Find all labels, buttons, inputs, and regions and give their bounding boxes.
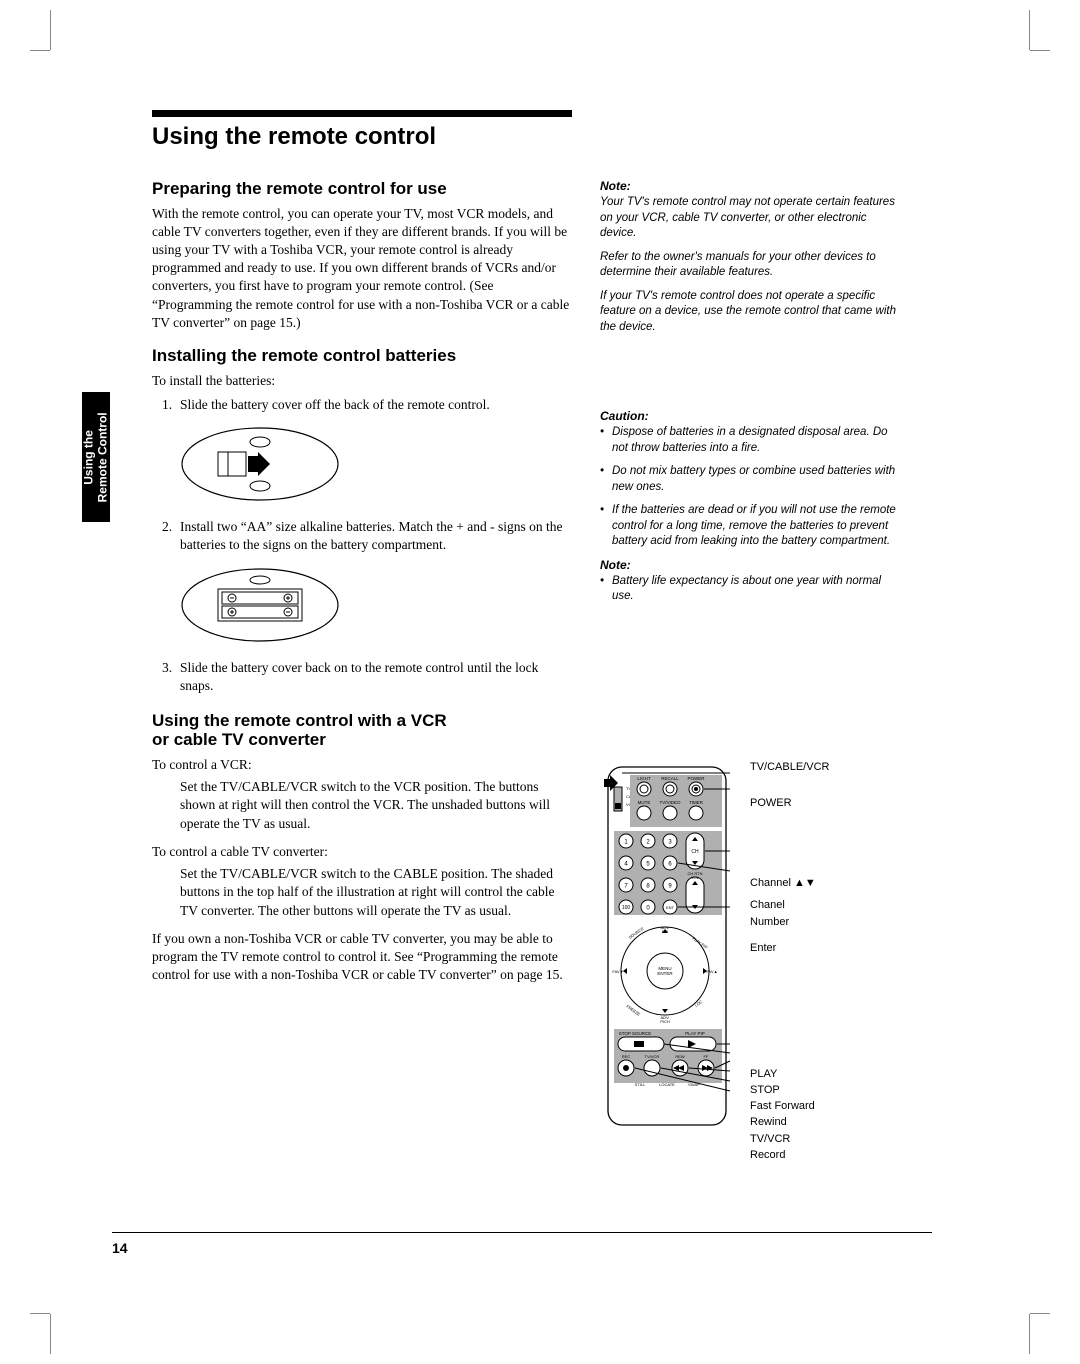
left-column: Preparing the remote control for use Wit… — [152, 179, 572, 1165]
still-lbl: STILL — [635, 1082, 646, 1087]
btn-light-lbl: LIGHT — [637, 776, 651, 781]
callout-channel: Channel ▲▼ — [750, 877, 829, 890]
step-1: 1.Slide the battery cover off the back o… — [166, 396, 572, 414]
callout-tvvcr: TV/VCR — [750, 1133, 829, 1146]
sidetab-line2: Remote Control — [96, 412, 110, 502]
heading-vcr-cable-l2: or cable TV converter — [152, 730, 326, 749]
para-control-cable: To control a cable TV converter: — [152, 843, 572, 861]
heading-vcr-cable-l1: Using the remote control with a VCR — [152, 711, 447, 730]
step-1-text: Slide the battery cover off the back of … — [180, 397, 490, 412]
btn-timer-lbl: TIMER — [689, 800, 704, 805]
para-preparing: With the remote control, you can operate… — [152, 205, 572, 333]
svg-text:ENTER: ENTER — [657, 971, 673, 976]
favl: FAV▼ — [612, 969, 623, 974]
btn-power-lbl: POWER — [687, 776, 705, 781]
page-content: Using the remote control Preparing the r… — [152, 110, 932, 1165]
rec-lbl: REC — [622, 1054, 631, 1059]
callout-enter: Enter — [750, 942, 829, 955]
svg-text:PIP: PIP — [662, 929, 669, 934]
note2-heading: Note: — [600, 558, 900, 572]
note2-1: Battery life expectancy is about one yea… — [600, 574, 900, 605]
para-non-toshiba: If you own a non-Toshiba VCR or cable TV… — [152, 930, 572, 985]
caution-1: Dispose of batteries in a designated dis… — [600, 425, 900, 456]
step-2-text: Install two “AA” size alkaline batteries… — [180, 519, 563, 552]
ff-lbl: FF — [704, 1054, 709, 1059]
svg-text:STOP SOURCE: STOP SOURCE — [619, 1031, 652, 1036]
para-install-intro: To install the batteries: — [152, 372, 572, 390]
ch-label: CH — [691, 849, 699, 855]
callout-number: Number — [750, 916, 829, 929]
rew-lbl: REW — [675, 1054, 685, 1059]
caution-3: If the batteries are dead or if you will… — [600, 503, 900, 550]
callout-switch: TV/CABLE/VCR — [750, 761, 829, 774]
callout-record: Record — [750, 1149, 829, 1162]
callout-rewind: Rewind — [750, 1116, 829, 1129]
note1-a: Your TV's remote control may not operate… — [600, 195, 900, 242]
note1-b: Refer to the owner's manuals for your ot… — [600, 250, 900, 281]
svg-text:ENT: ENT — [666, 905, 675, 910]
para-control-vcr-detail: Set the TV/CABLE/VCR switch to the VCR p… — [180, 778, 572, 833]
remote-diagram: TV CABLE VCR LIGHT RECALL POWER MUTE — [600, 761, 900, 1165]
step-2: 2.Install two “AA” size alkaline batteri… — [166, 518, 572, 554]
callout-power: POWER — [750, 797, 829, 810]
battery-insert-illustration — [180, 565, 360, 645]
caution-heading: Caution: — [600, 409, 900, 423]
caution-2: Do not mix battery types or combine used… — [600, 464, 900, 495]
step-3: 3.Slide the battery cover back on to the… — [166, 659, 572, 695]
btn-mute-lbl: MUTE — [638, 800, 651, 805]
chapter-side-tab: Using the Remote Control — [82, 392, 110, 522]
title-bar — [152, 110, 572, 117]
footer-rule — [112, 1232, 932, 1233]
swap-lbl: SWAP — [688, 1082, 700, 1087]
svg-text:PICH: PICH — [660, 1019, 670, 1024]
btn-recall-lbl: RECALL — [661, 776, 679, 781]
svg-text:PLAY PIP: PLAY PIP — [685, 1031, 705, 1036]
chrtn-label: CH RTN — [687, 871, 702, 876]
note1-heading: Note: — [600, 179, 900, 193]
section-title: Using the remote control — [152, 123, 932, 151]
tvvcr-lbl: TV/VCR — [645, 1054, 660, 1059]
heading-installing: Installing the remote control batteries — [152, 346, 572, 366]
remote-svg: TV CABLE VCR LIGHT RECALL POWER MUTE — [600, 761, 740, 1131]
callout-ff: Fast Forward — [750, 1100, 829, 1113]
page-number: 14 — [112, 1240, 128, 1256]
heading-vcr-cable: Using the remote control with a VCR or c… — [152, 711, 572, 750]
svg-text:100: 100 — [622, 905, 631, 911]
heading-preparing: Preparing the remote control for use — [152, 179, 572, 199]
note1-c: If your TV's remote control does not ope… — [600, 289, 900, 336]
callout-play: PLAY — [750, 1068, 829, 1081]
sidetab-line1: Using the — [82, 430, 96, 485]
callout-stop: STOP — [750, 1084, 829, 1097]
step-3-text: Slide the battery cover back on to the r… — [180, 660, 538, 693]
remote-callouts: TV/CABLE/VCR POWER Channel ▲▼ Chanel Num… — [750, 761, 829, 1165]
right-column: Note: Your TV's remote control may not o… — [600, 179, 900, 1165]
para-control-cable-detail: Set the TV/CABLE/VCR switch to the CABLE… — [180, 865, 572, 920]
btn-tvvideo-lbl: TV/VIDEO — [659, 800, 681, 805]
favr: FAV▲ — [706, 969, 717, 974]
callout-chanel: Chanel — [750, 899, 829, 912]
locate-lbl: LOCATE — [659, 1082, 675, 1087]
battery-cover-illustration — [180, 424, 360, 504]
para-control-vcr: To control a VCR: — [152, 756, 572, 774]
